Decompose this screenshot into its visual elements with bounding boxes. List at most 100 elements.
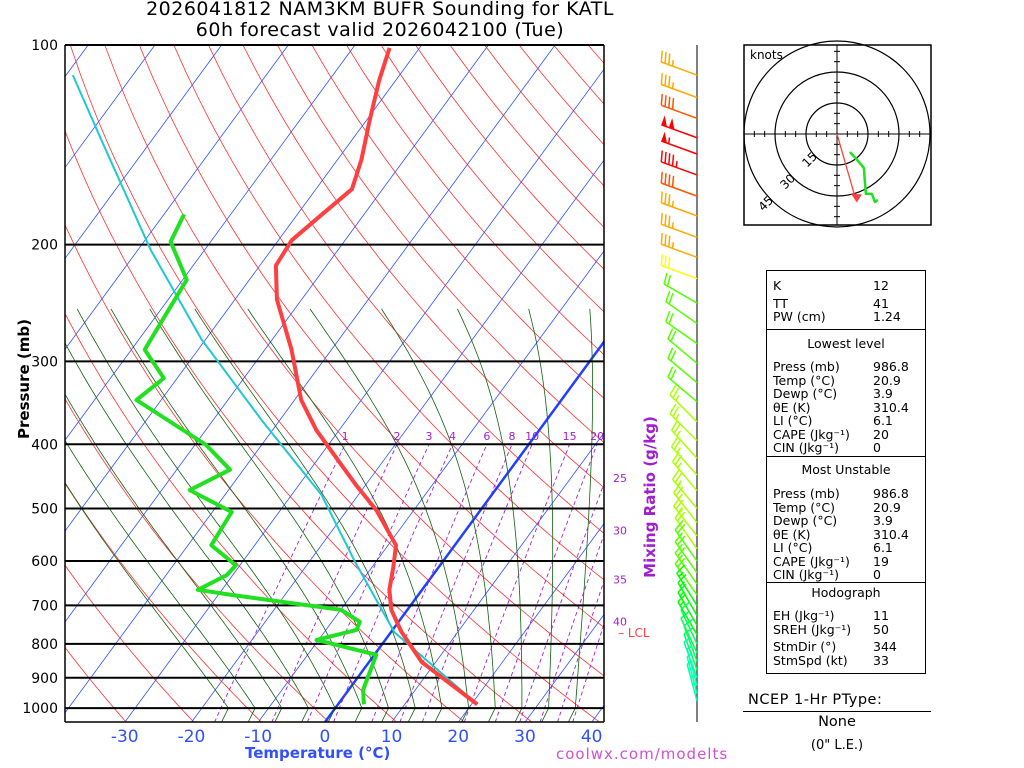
hodograph-ring <box>743 40 931 228</box>
temperature-tick-label: -10 <box>244 727 272 747</box>
dry-adiabat-line <box>104 45 604 677</box>
temperature-tick-label: 10 <box>381 727 403 747</box>
wind-barb <box>660 254 698 280</box>
barb-full <box>663 272 668 285</box>
dry-adiabat-line <box>242 45 604 489</box>
barb-full <box>676 546 686 557</box>
mixing-ratio-line <box>333 444 453 722</box>
stat-value: 33 <box>873 652 889 668</box>
credit-link[interactable]: coolwx.com/modelts <box>556 745 729 763</box>
temperature-line <box>273 47 479 706</box>
barb-full <box>677 593 687 603</box>
isotherm-line <box>65 45 222 260</box>
stat-value: 20 <box>873 426 889 442</box>
stat-label: StmSpd (kt) <box>773 652 848 668</box>
wind-barb <box>667 366 698 403</box>
wind-barb <box>677 593 698 636</box>
barb-shaft <box>661 83 698 99</box>
barb-full <box>668 235 671 248</box>
stat-label: LI (°C) <box>773 540 813 555</box>
barb-full <box>677 573 687 584</box>
barb-full <box>660 171 663 184</box>
barb-flag <box>661 131 667 144</box>
barb-full <box>680 610 691 619</box>
barb-half <box>675 161 678 168</box>
storm-motion-arrowhead <box>850 193 862 203</box>
stat-row: SREH (Jkg⁻¹) 50 <box>773 622 921 637</box>
barb-half <box>671 59 674 67</box>
temperature-tick-label: 30 <box>514 727 536 747</box>
storm-motion-vector <box>836 133 857 200</box>
barb-half <box>676 447 682 454</box>
barb-half <box>671 82 674 89</box>
wind-barb <box>669 384 698 423</box>
isotherm-line <box>65 45 89 78</box>
y-axis-label: Pressure (mb) <box>15 319 33 439</box>
barb-shaft <box>661 223 698 239</box>
dry-adiabat-line <box>65 129 533 722</box>
chart-title: 2026041812 NAM3KM BUFR Sounding for KATL <box>146 0 614 20</box>
barb-full <box>674 472 683 483</box>
barb-shaft <box>665 301 698 325</box>
stat-row: LI (°C) 6.1 <box>773 413 921 428</box>
isotherm-line <box>191 159 604 722</box>
barb-shaft <box>667 357 698 384</box>
barb-shaft <box>674 552 698 585</box>
stat-row: StmDir (°) 344 <box>773 639 921 654</box>
pressure-tick-label: 500 <box>31 502 58 518</box>
dry-adiabat-line <box>65 481 262 722</box>
stat-label: CIN (Jkg⁻¹) <box>773 440 839 455</box>
mixing-ratio-label: 6 <box>483 430 490 443</box>
moist-adiabat-line <box>309 308 470 722</box>
stat-row: CAPE (Jkg⁻¹) 19 <box>773 554 921 569</box>
barb-shaft <box>677 582 698 616</box>
barb-full <box>664 52 667 64</box>
barb-full <box>673 439 682 451</box>
stat-value: 986.8 <box>873 359 909 374</box>
barb-full <box>676 511 686 522</box>
stat-label: Dewp (°C) <box>773 513 838 528</box>
barb-shaft <box>671 429 698 459</box>
lcl-label: – LCL <box>618 626 650 640</box>
temperature-tick-label: 40 <box>581 727 603 747</box>
barb-shaft <box>674 529 698 562</box>
wind-barb <box>660 73 698 99</box>
barb-full <box>669 384 677 396</box>
barb-shaft <box>671 446 698 476</box>
wind-barb <box>661 131 698 155</box>
zero-isotherm-line <box>323 339 604 722</box>
stat-value: 6.1 <box>873 540 893 555</box>
dry-adiabat-line <box>380 45 604 313</box>
stat-row: Dewp (°C) 3.9 <box>773 386 921 401</box>
barb-full <box>667 328 674 340</box>
ptype-divider <box>743 711 931 712</box>
barb-shaft <box>661 140 698 155</box>
barb-full <box>664 74 667 86</box>
hodograph-header: Hodograph <box>811 585 881 600</box>
moist-adiabat-line <box>567 308 593 722</box>
stat-label: θE (K) <box>773 399 811 415</box>
barb-full <box>676 564 686 574</box>
barb-shaft <box>661 104 698 120</box>
dry-adiabat-line <box>484 45 604 187</box>
barb-full <box>660 150 663 162</box>
isotherm-line <box>65 45 556 714</box>
barb-half <box>677 462 682 469</box>
barb-half <box>679 591 685 597</box>
dry-adiabat-line <box>208 45 604 534</box>
barb-full <box>667 347 674 359</box>
barb-full <box>673 423 682 434</box>
wind-barb <box>674 543 698 585</box>
stat-row: CIN (Jkg⁻¹) 0 <box>773 567 921 582</box>
mixing-ratio-label: 15 <box>563 430 577 443</box>
wind-barb <box>686 660 698 702</box>
stat-label: Temp (°C) <box>773 499 836 515</box>
stat-label: CAPE (Jkg⁻¹) <box>773 426 850 442</box>
ptype-accumulation: (0" L.E.) <box>810 738 864 753</box>
moist-adiabat-line <box>381 308 496 722</box>
stat-value: 11 <box>873 608 889 623</box>
stat-value: 0 <box>873 440 881 455</box>
profiles <box>71 47 479 706</box>
isotherm-line <box>65 45 156 169</box>
dry-adiabat-line <box>65 564 195 722</box>
